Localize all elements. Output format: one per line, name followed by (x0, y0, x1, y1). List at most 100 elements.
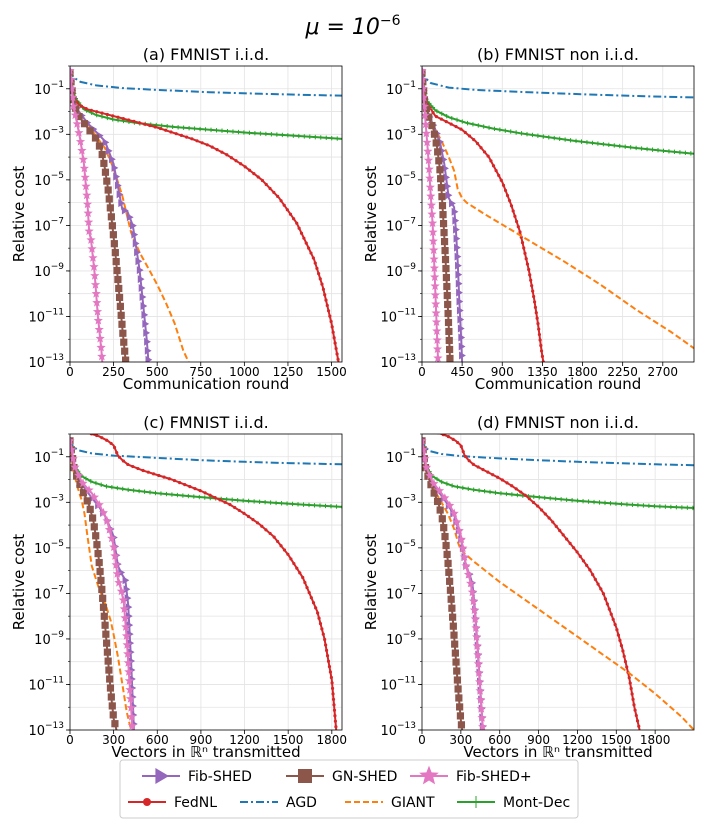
data-point (301, 502, 306, 507)
data-point (105, 438, 109, 442)
data-point (101, 168, 110, 176)
data-point (449, 613, 457, 621)
data-point (461, 450, 465, 454)
data-point (528, 273, 532, 277)
data-point (121, 459, 126, 463)
data-point (451, 649, 459, 657)
data-point (422, 462, 432, 472)
data-point (120, 338, 128, 346)
data-point (655, 148, 661, 153)
chart-panels: 0 250 500 750 1000 1250 1500 10−1 10−3 10−5 10−7 10… (10, 45, 695, 761)
data-point (316, 611, 320, 615)
data-point (426, 429, 429, 432)
data-point (122, 356, 130, 362)
data-point (241, 130, 247, 135)
data-point (268, 500, 273, 505)
x-tick-label: 1000 (229, 365, 260, 379)
data-point (70, 462, 80, 472)
data-point (113, 172, 121, 181)
data-point (323, 293, 327, 297)
data-point (117, 311, 125, 319)
data-point (443, 282, 451, 291)
data-point (90, 271, 100, 280)
data-point (186, 493, 191, 499)
data-point (332, 708, 337, 712)
data-point (532, 294, 536, 299)
data-point (471, 623, 481, 632)
data-point (103, 639, 111, 647)
series-line-mont-dec (422, 445, 694, 509)
data-point (94, 500, 104, 509)
data-point (183, 482, 187, 487)
data-point (246, 514, 251, 519)
data-point (505, 481, 509, 485)
data-point (135, 257, 143, 266)
y-tick-label: 10−13 (28, 353, 64, 371)
data-point (285, 133, 291, 138)
data-point (100, 111, 104, 115)
data-point (311, 601, 316, 605)
data-point (164, 491, 169, 497)
y-tick-label: 10−3 (386, 125, 416, 143)
data-point (332, 703, 336, 707)
data-point (203, 127, 208, 132)
data-point (532, 300, 537, 304)
data-point (329, 135, 334, 141)
data-point (70, 101, 78, 111)
data-point (449, 622, 457, 630)
data-point (126, 462, 130, 467)
data-point (105, 666, 113, 674)
data-point (292, 561, 296, 566)
data-point (330, 325, 334, 329)
data-point (102, 138, 110, 147)
series-markers-fib-shed- (422, 66, 443, 362)
data-point (440, 493, 450, 502)
data-point (541, 360, 545, 362)
x-tick-label: 0 (66, 365, 74, 379)
data-point (159, 123, 164, 128)
y-tick-label: 10−7 (34, 216, 64, 234)
data-point (425, 173, 435, 183)
x-tick-label: 1800 (317, 733, 348, 747)
data-point (588, 568, 592, 572)
data-point (553, 496, 558, 502)
data-point (109, 542, 119, 551)
y-tick-label: 10−13 (28, 721, 64, 739)
data-point (503, 128, 508, 133)
data-point (505, 193, 510, 198)
data-point (591, 499, 597, 505)
data-point (628, 681, 632, 685)
data-point (432, 139, 440, 147)
data-point (503, 188, 508, 193)
data-point (535, 316, 539, 320)
data-point (103, 177, 111, 185)
data-point (585, 563, 589, 567)
data-point (263, 131, 269, 137)
data-point (422, 453, 430, 463)
data-point (514, 487, 518, 491)
data-point (131, 488, 136, 493)
data-point (70, 74, 76, 84)
chart-panel-4: 0 300 600 900 1200 1500 1800 10−1 10−3 10−5 10−7 10… (362, 413, 695, 761)
data-point (575, 550, 579, 554)
data-point (446, 345, 454, 354)
series-line-agd (422, 438, 694, 467)
data-point (425, 113, 433, 121)
data-point (471, 462, 475, 466)
data-point (92, 297, 102, 307)
data-point (459, 552, 470, 561)
data-point (431, 308, 441, 317)
data-point (328, 314, 332, 318)
data-point (333, 341, 337, 345)
data-point (95, 558, 103, 567)
data-point (551, 520, 555, 524)
data-point (104, 657, 112, 665)
series-line-agd (70, 68, 342, 97)
data-point (451, 437, 455, 441)
data-point (157, 473, 161, 478)
data-point (105, 112, 109, 117)
data-point (482, 489, 487, 494)
data-point (428, 218, 438, 228)
data-point (142, 122, 147, 126)
data-point (612, 143, 617, 148)
